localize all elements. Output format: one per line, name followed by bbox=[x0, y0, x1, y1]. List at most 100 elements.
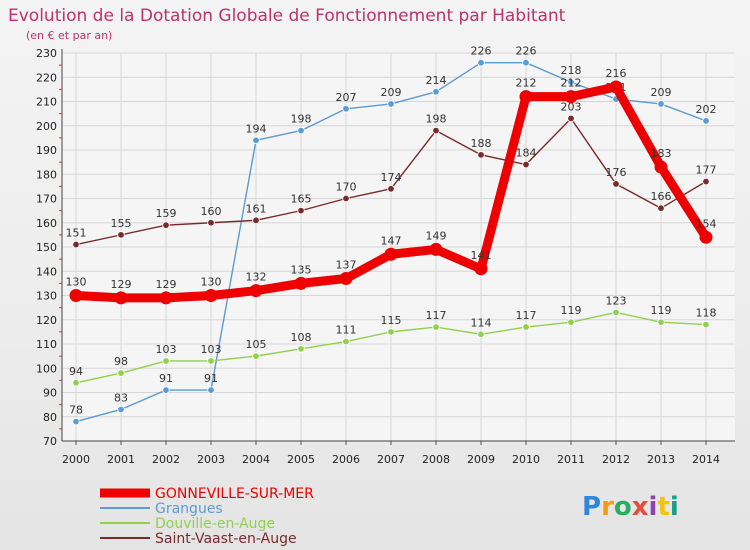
data-label: 117 bbox=[516, 309, 537, 322]
x-tick-label: 2011 bbox=[557, 453, 585, 466]
x-tick-label: 2000 bbox=[62, 453, 90, 466]
data-label: 209 bbox=[381, 86, 402, 99]
data-point bbox=[612, 180, 620, 188]
x-tick-label: 2007 bbox=[377, 453, 405, 466]
data-point bbox=[162, 357, 170, 365]
x-tick-label: 2005 bbox=[287, 453, 315, 466]
data-label: 170 bbox=[336, 181, 357, 194]
data-point bbox=[429, 242, 443, 256]
data-label: 218 bbox=[561, 64, 582, 77]
data-label: 188 bbox=[471, 137, 492, 150]
data-point bbox=[252, 352, 260, 360]
data-label: 216 bbox=[606, 67, 627, 80]
data-label: 118 bbox=[696, 307, 717, 320]
y-tick-label: 170 bbox=[36, 193, 57, 206]
data-point bbox=[609, 80, 623, 94]
data-point bbox=[207, 357, 215, 365]
data-label: 103 bbox=[156, 343, 177, 356]
data-label: 111 bbox=[336, 324, 357, 337]
y-tick-label: 160 bbox=[36, 217, 57, 230]
legend-label: Saint-Vaast-en-Auge bbox=[155, 531, 297, 547]
data-point bbox=[567, 318, 575, 326]
data-point bbox=[387, 185, 395, 193]
chart-subtitle: (en € et par an) bbox=[26, 29, 112, 42]
data-label: 165 bbox=[291, 193, 312, 206]
series-gonneville-sur-mer: 130 129 129 130 132 135 137 147 149 141 212 212 216 1… bbox=[66, 67, 717, 305]
data-label: 184 bbox=[516, 147, 537, 160]
x-tick-label: 2008 bbox=[422, 453, 450, 466]
data-point bbox=[522, 160, 530, 169]
data-label: 177 bbox=[696, 164, 717, 177]
logo-letter: t bbox=[657, 492, 669, 522]
series-group: 7883919119419820720921422622621821120920… bbox=[66, 45, 717, 426]
legend-item: Douville-en-Auge bbox=[100, 516, 275, 532]
data-label: 226 bbox=[516, 45, 537, 58]
data-point bbox=[702, 177, 710, 186]
data-label: 141 bbox=[471, 249, 492, 262]
data-point bbox=[477, 59, 485, 67]
x-tick-label: 2001 bbox=[107, 453, 135, 466]
data-label: 226 bbox=[471, 45, 492, 58]
logo-letter: o bbox=[614, 492, 632, 522]
data-point bbox=[522, 323, 530, 331]
data-label: 194 bbox=[246, 122, 267, 135]
data-point bbox=[702, 320, 710, 329]
data-label: 108 bbox=[291, 331, 312, 344]
data-point bbox=[252, 136, 260, 144]
data-point bbox=[69, 289, 83, 302]
x-tick-label: 2002 bbox=[152, 453, 180, 466]
series-douville-en-auge: 94 98 103 103 105 108 111 115 117 114 117 119 123 119… bbox=[69, 294, 717, 387]
data-label: 176 bbox=[606, 166, 627, 179]
data-point bbox=[567, 114, 575, 123]
data-point bbox=[522, 59, 530, 67]
data-label: 203 bbox=[561, 100, 582, 113]
data-label: 149 bbox=[426, 229, 447, 242]
data-point bbox=[387, 328, 395, 336]
data-point bbox=[297, 206, 305, 215]
y-tick-label: 210 bbox=[36, 96, 57, 109]
data-label: 119 bbox=[561, 304, 582, 317]
chart-title: Evolution de la Dotation Globale de Fonc… bbox=[8, 6, 566, 26]
data-label: 209 bbox=[651, 86, 672, 99]
series-grangues: 7883919119419820720921422622621821120920… bbox=[69, 45, 717, 426]
data-point bbox=[297, 126, 305, 135]
data-label: 214 bbox=[426, 74, 447, 87]
x-tick-label: 2013 bbox=[647, 453, 675, 466]
data-point bbox=[294, 276, 308, 290]
data-label: 98 bbox=[114, 355, 128, 368]
legend-label: Douville-en-Auge bbox=[155, 516, 275, 532]
data-label: 105 bbox=[246, 338, 267, 351]
data-point bbox=[477, 330, 485, 338]
data-point bbox=[612, 308, 620, 317]
data-point bbox=[117, 369, 125, 377]
data-label: 166 bbox=[651, 190, 672, 203]
logo-letter: r bbox=[601, 492, 614, 522]
y-tick-label: 230 bbox=[36, 47, 57, 60]
data-label: 160 bbox=[201, 205, 222, 218]
data-point bbox=[207, 219, 215, 227]
data-point bbox=[432, 126, 440, 135]
data-point bbox=[657, 100, 665, 108]
data-label: 91 bbox=[159, 372, 173, 385]
data-label: 147 bbox=[381, 234, 402, 247]
logo-letter: x bbox=[632, 492, 649, 522]
x-tick-label: 2012 bbox=[602, 453, 630, 466]
data-label: 103 bbox=[201, 343, 222, 356]
data-label: 115 bbox=[381, 314, 402, 327]
grid bbox=[62, 52, 735, 442]
legend-item: Saint-Vaast-en-Auge bbox=[100, 531, 297, 547]
y-tick-label: 70 bbox=[43, 435, 57, 448]
data-label: 130 bbox=[66, 276, 87, 289]
data-label: 132 bbox=[246, 271, 267, 284]
data-point bbox=[162, 386, 170, 394]
data-label: 202 bbox=[696, 103, 717, 116]
data-label: 155 bbox=[111, 217, 132, 230]
logo-letter: i bbox=[649, 492, 658, 522]
data-point bbox=[114, 291, 128, 305]
data-label: 198 bbox=[426, 113, 447, 126]
data-point bbox=[342, 105, 350, 113]
data-label: 135 bbox=[291, 263, 312, 276]
logo-letter: P bbox=[582, 492, 601, 522]
data-label: 137 bbox=[336, 259, 357, 272]
